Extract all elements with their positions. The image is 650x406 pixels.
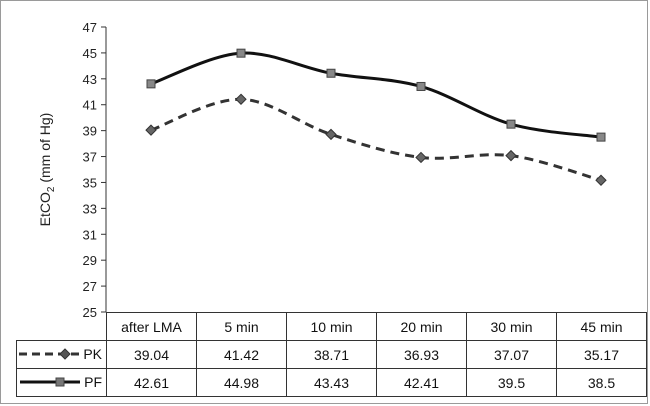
data-point-pk — [505, 149, 517, 162]
y-tick-label: 47 — [83, 20, 97, 35]
legend-solid-square-icon — [20, 377, 81, 387]
table-cell: 38.71 — [286, 340, 377, 369]
legend-entry-pf: PF — [16, 368, 107, 397]
legend-label: PK — [83, 346, 102, 362]
table-cell: 41.42 — [196, 340, 287, 369]
y-tick-label: 33 — [83, 201, 97, 216]
y-axis-label: EtCO2 (mm of Hg) — [37, 113, 57, 227]
category-label: 20 min — [376, 312, 467, 341]
legend-label: PF — [84, 374, 102, 390]
table-cell: 44.98 — [196, 368, 287, 397]
y-tick-label: 41 — [83, 98, 97, 113]
table-row-pf: PF 42.61 44.98 43.43 42.41 39.5 38.5 — [16, 368, 647, 397]
y-tick-label: 43 — [83, 72, 97, 87]
category-label: 45 min — [556, 312, 647, 341]
data-point-pk — [235, 93, 247, 105]
table-row-pk: PK 39.04 41.42 38.71 36.93 37.07 35.17 — [16, 340, 647, 369]
data-point-pf — [326, 68, 336, 78]
y-tick-label: 37 — [83, 150, 97, 165]
table-corner-cell — [16, 312, 107, 341]
y-tick-label: 29 — [83, 253, 97, 268]
series-line-pk — [150, 97, 602, 182]
data-point-pk — [145, 124, 157, 136]
table-cell: 42.41 — [376, 368, 467, 397]
table-cell: 39.04 — [106, 340, 197, 369]
y-tick-label: 45 — [83, 46, 97, 61]
data-point-pf — [416, 81, 426, 91]
data-point-pk — [415, 151, 427, 164]
data-table: after LMA 5 min 10 min 20 min 30 min 45 … — [16, 312, 647, 397]
y-tick-label: 35 — [83, 175, 97, 190]
table-cell: 35.17 — [556, 340, 647, 369]
table-header-row: after LMA 5 min 10 min 20 min 30 min 45 … — [16, 312, 647, 341]
data-point-pk — [595, 174, 607, 186]
category-label: 5 min — [196, 312, 287, 341]
y-tick-label: 39 — [83, 124, 97, 139]
table-cell: 43.43 — [286, 368, 377, 397]
data-point-pf — [506, 119, 516, 129]
table-cell: 39.5 — [466, 368, 557, 397]
data-point-pk — [325, 128, 337, 141]
legend-dashed-diamond-icon — [19, 348, 80, 360]
category-label: 10 min — [286, 312, 377, 341]
table-cell: 38.5 — [556, 368, 647, 397]
data-point-pf — [146, 79, 156, 89]
y-tick-label: 31 — [83, 227, 97, 242]
table-cell: 42.61 — [106, 368, 197, 397]
table-cell: 36.93 — [376, 340, 467, 369]
y-tick-label: 27 — [83, 279, 97, 294]
series-line-pf — [150, 51, 602, 139]
category-label: after LMA — [106, 312, 197, 341]
category-label: 30 min — [466, 312, 557, 341]
table-cell: 37.07 — [466, 340, 557, 369]
data-point-pf — [596, 132, 606, 142]
data-point-pf — [236, 48, 246, 58]
legend-entry-pk: PK — [16, 340, 107, 369]
